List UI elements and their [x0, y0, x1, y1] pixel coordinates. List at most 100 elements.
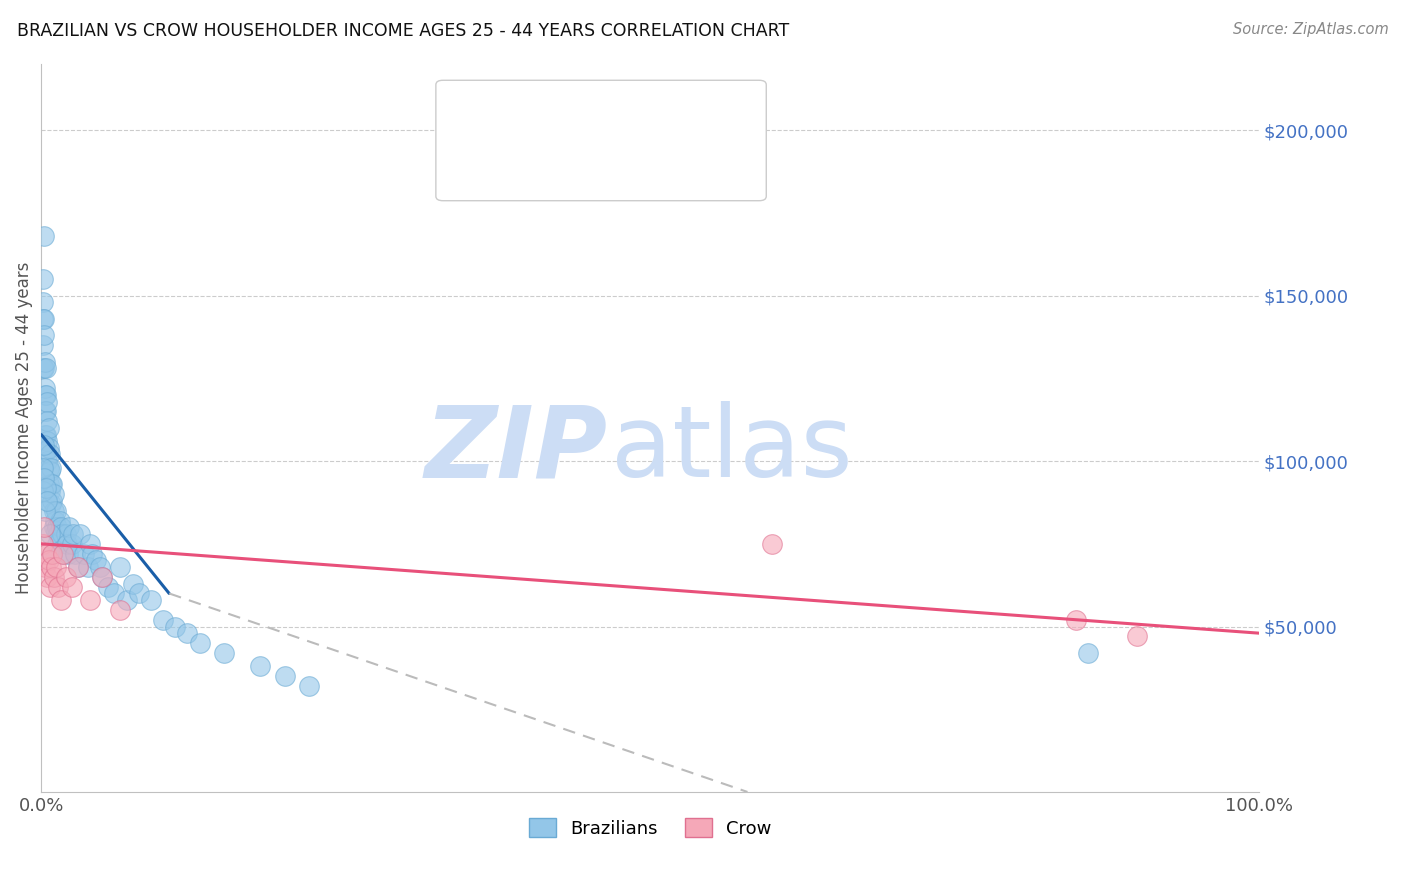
Point [31, 483, 53, 498]
Point [82, 547, 104, 561]
Point [39, 560, 62, 574]
Text: -0.496: -0.496 [496, 155, 554, 174]
Point [60, 537, 83, 551]
Point [1064, 613, 1087, 627]
Point [1126, 630, 1149, 644]
Text: 23: 23 [637, 155, 661, 174]
Point [121, 576, 143, 591]
Point [91, 570, 114, 584]
Point [79, 537, 101, 551]
Point [35, 481, 58, 495]
Point [45, 560, 67, 574]
Point [37, 493, 59, 508]
Legend: Brazilians, Crow: Brazilians, Crow [522, 811, 779, 845]
Point [39, 460, 62, 475]
Point [56, 547, 79, 561]
Text: atlas: atlas [612, 401, 853, 499]
Text: -0.381: -0.381 [496, 107, 554, 125]
Point [48, 514, 70, 528]
Point [41, 493, 63, 508]
Point [48, 527, 70, 541]
Point [761, 537, 783, 551]
Point [274, 669, 297, 683]
Text: BRAZILIAN VS CROW HOUSEHOLDER INCOME AGES 25 - 44 YEARS CORRELATION CHART: BRAZILIAN VS CROW HOUSEHOLDER INCOME AGE… [17, 22, 789, 40]
FancyBboxPatch shape [451, 148, 472, 181]
Point [38, 464, 60, 478]
Point [32, 520, 55, 534]
Point [31, 311, 53, 326]
Point [32, 229, 55, 244]
Point [41, 547, 63, 561]
Point [32, 328, 55, 343]
FancyBboxPatch shape [451, 99, 472, 133]
Point [56, 537, 79, 551]
Point [35, 547, 58, 561]
Point [38, 460, 60, 475]
Point [35, 427, 58, 442]
Point [51, 527, 73, 541]
Point [66, 560, 89, 574]
Text: R =: R = [478, 155, 517, 174]
Point [115, 593, 138, 607]
Point [46, 537, 69, 551]
Point [32, 437, 55, 451]
Point [152, 613, 174, 627]
Point [32, 311, 55, 326]
Point [97, 580, 120, 594]
Text: R =: R = [478, 107, 517, 125]
Point [38, 483, 60, 498]
Point [62, 527, 84, 541]
Point [37, 454, 59, 468]
Point [31, 460, 53, 475]
Point [55, 570, 77, 584]
Point [31, 338, 53, 352]
Point [76, 560, 98, 574]
Point [34, 427, 56, 442]
Text: Source: ZipAtlas.com: Source: ZipAtlas.com [1233, 22, 1389, 37]
Point [58, 520, 80, 534]
Point [42, 570, 65, 584]
Point [34, 404, 56, 418]
Point [38, 527, 60, 541]
Point [188, 636, 211, 650]
Point [31, 272, 53, 286]
Point [46, 520, 69, 534]
Point [38, 448, 60, 462]
Point [34, 560, 56, 574]
Point [45, 524, 67, 538]
Point [44, 514, 66, 528]
Point [65, 547, 87, 561]
Point [66, 560, 89, 574]
Point [91, 570, 114, 584]
Point [73, 547, 96, 561]
Point [298, 679, 321, 693]
Point [49, 593, 72, 607]
Point [34, 355, 56, 369]
Point [35, 388, 58, 402]
Point [34, 388, 56, 402]
Point [212, 646, 235, 660]
Point [34, 381, 56, 395]
Point [41, 477, 63, 491]
Point [52, 547, 75, 561]
Text: N =: N = [616, 107, 657, 125]
Point [31, 361, 53, 376]
Point [41, 547, 63, 561]
Point [84, 553, 107, 567]
Y-axis label: Householder Income Ages 25 - 44 years: Householder Income Ages 25 - 44 years [15, 262, 32, 594]
Point [34, 504, 56, 518]
Point [165, 619, 187, 633]
Point [35, 404, 58, 418]
Point [79, 593, 101, 607]
Text: 89: 89 [637, 107, 661, 125]
Point [38, 553, 60, 567]
Point [35, 361, 58, 376]
Point [49, 520, 72, 534]
Text: ZIP: ZIP [425, 401, 607, 499]
Point [249, 659, 271, 673]
Point [42, 504, 65, 518]
Point [110, 560, 132, 574]
Point [103, 586, 125, 600]
Point [31, 295, 53, 310]
Point [89, 560, 111, 574]
